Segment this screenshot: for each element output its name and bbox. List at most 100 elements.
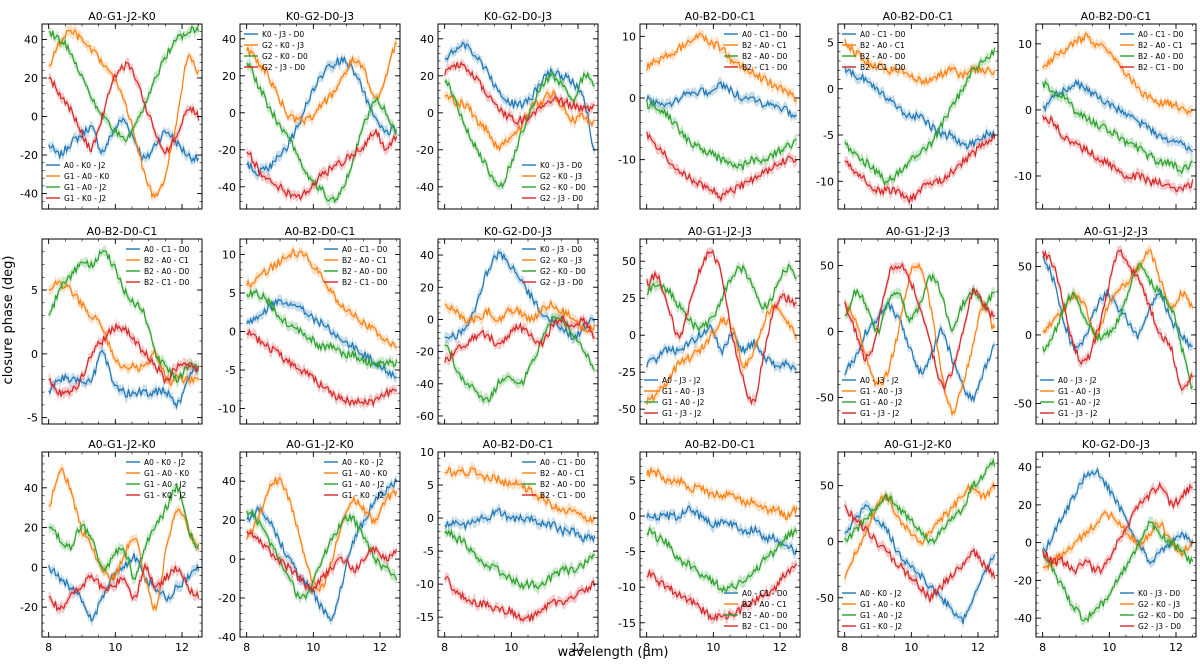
legend-label: A0 - K0 - J2 [144, 458, 186, 467]
subplot-16: A0-B2-D0-C1 -15 -10 -5 0 5 8 10 12 A0 - C1 - D0 B2… [618, 438, 801, 654]
axes-frame [1035, 238, 1197, 425]
y-tick-label: -20 [20, 149, 38, 162]
subplot-title: A0-B2-D0-C1 [87, 225, 158, 238]
series-line [48, 61, 200, 155]
y-tick-label: 40 [222, 475, 236, 488]
series-line [444, 315, 596, 363]
legend: A0 - K0 - J2 G1 - A0 - K0 G1 - A0 - J2 G1 -… [324, 458, 387, 500]
axes-frame [1035, 23, 1197, 210]
legend-label: B2 - C1 - D0 [742, 63, 788, 72]
series-line [646, 249, 797, 406]
series-line [444, 466, 596, 524]
axes-frame [639, 23, 801, 210]
y-tick-label: -50 [816, 592, 834, 605]
series-band [444, 37, 595, 156]
series-line [48, 467, 200, 612]
series-line [48, 553, 200, 623]
series-line [246, 530, 398, 594]
legend: A0 - K0 - J2 G1 - A0 - K0 G1 - A0 - J2 G1 -… [46, 161, 109, 203]
y-tick-label: -20 [218, 592, 236, 605]
series-line [646, 526, 798, 593]
subplot-title: A0-B2-D0-C1 [285, 225, 356, 238]
subplot-2: K0-G2-D0-J3 -40 -20 0 20 40 K0 - J3 - D0 G2 - K… [218, 10, 401, 210]
y-tick-label: -40 [416, 378, 434, 391]
legend-label: A0 - K0 - J2 [342, 458, 384, 467]
y-tick-label: -5 [823, 129, 834, 142]
legend: A0 - J3 - J2 G1 - A0 - J3 G1 - A0 - J2 G1 -… [644, 376, 705, 418]
legend-label: G2 - K0 - J3 [540, 172, 582, 181]
subplot-title: A0-G1-J2-K0 [88, 438, 155, 451]
legend-label: G2 - K0 - J3 [262, 41, 304, 50]
subplot-15: A0-B2-D0-C1 -15 -10 -5 0 5 10 8 10 12 A0 - C1 - D0… [416, 438, 599, 654]
legend-label: G1 - K0 - J2 [860, 622, 902, 631]
series-line [646, 466, 798, 521]
axes-frame [837, 451, 999, 638]
y-tick-label: 40 [24, 482, 38, 495]
legend-label: G1 - A0 - K0 [860, 600, 905, 609]
y-tick-label: -15 [416, 611, 434, 624]
legend-label: G2 - K0 - J3 [1138, 600, 1180, 609]
series-line [48, 483, 200, 581]
x-tick-label: 12 [1169, 641, 1183, 654]
legend-label: G1 - J3 - J2 [662, 409, 702, 418]
series-band [444, 67, 595, 191]
x-tick-label: 10 [504, 641, 518, 654]
series-band [444, 58, 595, 130]
y-tick-label: 20 [420, 281, 434, 294]
y-tick-label: 10 [622, 30, 636, 43]
series-band [646, 523, 797, 597]
y-tick-label: 0 [827, 536, 834, 549]
y-tick-label: -20 [1014, 574, 1032, 587]
legend: A0 - C1 - D0 B2 - A0 - C1 B2 - A0 - D0 B2 -… [324, 245, 388, 287]
series-band [844, 477, 995, 586]
legend-label: B2 - A0 - D0 [742, 52, 788, 61]
axes-frame [239, 23, 401, 210]
series-line [48, 25, 200, 143]
y-tick-label: 0 [427, 512, 434, 525]
subplot-17: A0-G1-J2-K0 -50 0 50 8 10 12 A0 - K0 - J2 G1 - A… [816, 438, 999, 654]
legend-label: A0 - C1 - D0 [742, 30, 788, 39]
subplot-title: K0-G2-D0-J3 [1082, 438, 1150, 451]
x-tick-label: 12 [373, 641, 387, 654]
series-line [844, 47, 996, 186]
series-band [1042, 29, 1193, 119]
legend-label: G1 - A0 - K0 [144, 469, 189, 478]
y-tick-label: -40 [218, 181, 236, 194]
subplot-title: A0-G1-J2-K0 [88, 10, 155, 23]
legend: A0 - J3 - J2 G1 - A0 - J3 G1 - A0 - J2 G1 -… [1040, 376, 1101, 418]
series-line [844, 38, 996, 86]
x-tick-label: 8 [1039, 641, 1046, 654]
subplot-18: K0-G2-D0-J3 -40 -20 0 20 40 8 10 12 K0 - J3 - D0 G… [1014, 438, 1197, 654]
axes-frame [437, 238, 599, 425]
y-tick-label: -10 [618, 581, 636, 594]
legend: A0 - K0 - J2 G1 - A0 - K0 G1 - A0 - J2 G1 -… [126, 458, 189, 500]
series-band [844, 260, 995, 421]
series-band [48, 112, 199, 167]
x-tick-label: 10 [904, 641, 918, 654]
legend-label: B2 - A0 - C1 [742, 41, 787, 50]
series-line [844, 273, 996, 336]
legend-label: B2 - A0 - C1 [1138, 41, 1183, 50]
legend-label: G1 - K0 - J2 [64, 194, 106, 203]
series-line [48, 349, 199, 410]
legend-label: G1 - A0 - J3 [1058, 387, 1101, 396]
legend-label: B2 - C1 - D0 [144, 278, 190, 287]
legend-label: A0 - C1 - D0 [742, 589, 788, 598]
y-tick-label: 0 [427, 107, 434, 120]
y-tick-label: 20 [420, 70, 434, 83]
y-tick-label: 40 [420, 33, 434, 46]
subplot-8: A0-B2-D0-C1 -10 -5 0 5 10 A0 - C1 - D0 B2 - A0 … [218, 225, 401, 425]
y-tick-label: -10 [218, 403, 236, 416]
legend: A0 - C1 - D0 B2 - A0 - C1 B2 - A0 - D0 B2 -… [724, 30, 788, 72]
y-tick-label: 20 [222, 514, 236, 527]
subplot-7: A0-B2-D0-C1 -5 0 5 A0 - C1 - D0 B2 - A0 - C1 B… [27, 225, 203, 425]
series-line [444, 41, 596, 151]
series-line [246, 127, 398, 201]
series-line [844, 503, 996, 624]
y-tick-label: -10 [1014, 170, 1032, 183]
series-band [246, 293, 397, 383]
series-line [844, 481, 996, 580]
series-band [844, 35, 995, 90]
series-line [48, 323, 200, 397]
series-line [646, 80, 797, 119]
